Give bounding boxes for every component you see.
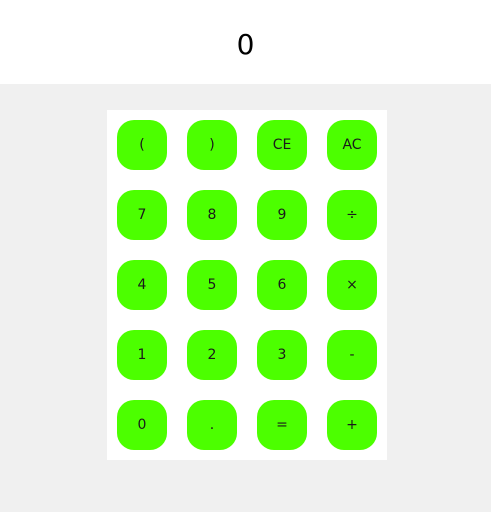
close-paren-button[interactable]: )	[187, 120, 237, 170]
digit-8-label: 8	[207, 207, 217, 223]
digit-5-label: 5	[207, 277, 217, 293]
decimal-label: .	[209, 417, 215, 433]
digit-4-button[interactable]: 4	[117, 260, 167, 310]
digit-9-label: 9	[277, 207, 287, 223]
digit-2-button[interactable]: 2	[187, 330, 237, 380]
keypad: ( ) CE AC 7 8 9 ÷ 4 5 6 × 1 2 3 - 0 . = …	[107, 110, 387, 460]
digit-9-button[interactable]: 9	[257, 190, 307, 240]
divide-label: ÷	[346, 207, 358, 223]
digit-8-button[interactable]: 8	[187, 190, 237, 240]
digit-0-label: 0	[137, 417, 147, 433]
display-value: 0	[236, 28, 255, 61]
clear-entry-label: CE	[272, 137, 292, 153]
digit-4-label: 4	[137, 277, 147, 293]
digit-6-label: 6	[277, 277, 287, 293]
digit-1-label: 1	[137, 347, 147, 363]
digit-7-button[interactable]: 7	[117, 190, 167, 240]
add-label: +	[346, 417, 358, 433]
digit-5-button[interactable]: 5	[187, 260, 237, 310]
divide-button[interactable]: ÷	[327, 190, 377, 240]
equals-label: =	[276, 417, 288, 433]
digit-3-label: 3	[277, 347, 287, 363]
close-paren-label: )	[209, 137, 215, 153]
digit-7-label: 7	[137, 207, 147, 223]
open-paren-button[interactable]: (	[117, 120, 167, 170]
multiply-label: ×	[346, 277, 358, 293]
subtract-button[interactable]: -	[327, 330, 377, 380]
display-panel: 0	[0, 0, 491, 84]
equals-button[interactable]: =	[257, 400, 307, 450]
digit-2-label: 2	[207, 347, 217, 363]
add-button[interactable]: +	[327, 400, 377, 450]
digit-3-button[interactable]: 3	[257, 330, 307, 380]
digit-0-button[interactable]: 0	[117, 400, 167, 450]
all-clear-button[interactable]: AC	[327, 120, 377, 170]
digit-6-button[interactable]: 6	[257, 260, 307, 310]
subtract-label: -	[349, 347, 355, 363]
all-clear-label: AC	[342, 137, 362, 153]
digit-1-button[interactable]: 1	[117, 330, 167, 380]
decimal-button[interactable]: .	[187, 400, 237, 450]
open-paren-label: (	[139, 137, 145, 153]
multiply-button[interactable]: ×	[327, 260, 377, 310]
clear-entry-button[interactable]: CE	[257, 120, 307, 170]
